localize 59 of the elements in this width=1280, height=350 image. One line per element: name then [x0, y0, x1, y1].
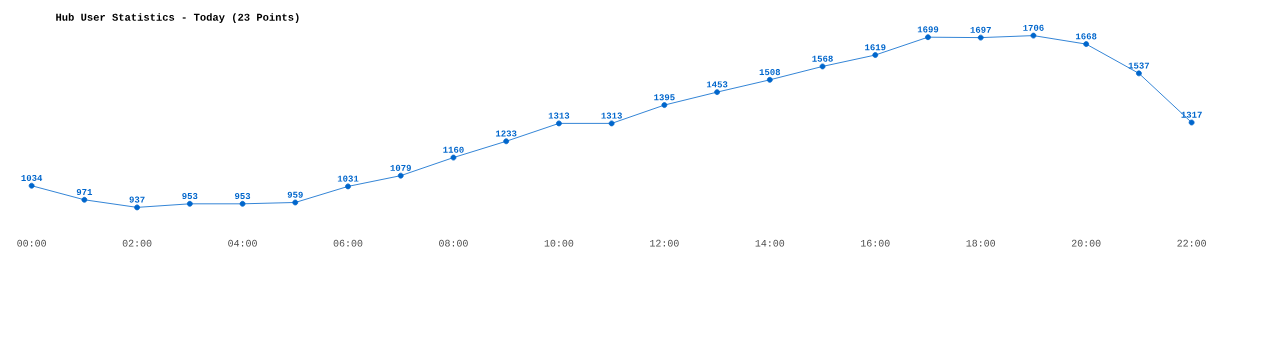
- point: [1188, 119, 1195, 126]
- point: [450, 154, 457, 161]
- point: [134, 204, 140, 211]
- point: [81, 196, 88, 203]
- x-tick-label: 10:00: [544, 239, 574, 247]
- point: [661, 102, 668, 108]
- x-tick-label: 06:00: [333, 239, 363, 247]
- x-tick-label: 14:00: [755, 239, 785, 247]
- data-label: 953: [234, 193, 251, 200]
- point: [819, 63, 826, 70]
- point: [345, 183, 351, 190]
- data-label: 1668: [1076, 33, 1097, 40]
- data-label: 1706: [1023, 24, 1044, 31]
- x-tick-label: 02:00: [122, 239, 152, 247]
- x-tick-label: 16:00: [861, 239, 890, 247]
- data-label: 1508: [759, 69, 781, 76]
- point: [766, 76, 773, 83]
- x-tick-label: 20:00: [1071, 239, 1101, 247]
- data-label: 1619: [865, 44, 886, 51]
- point: [714, 89, 720, 96]
- data-label: 1160: [443, 146, 464, 153]
- chart-title: Hub User Statistics - Today (23 Points): [56, 13, 299, 23]
- point: [872, 52, 879, 58]
- data-label: 971: [76, 188, 93, 196]
- point: [1136, 70, 1142, 77]
- point: [608, 120, 615, 127]
- point: [397, 172, 404, 179]
- data-label: 1031: [337, 175, 359, 182]
- x-tick-label: 12:00: [650, 239, 679, 247]
- x-tick-label: 04:00: [228, 239, 257, 247]
- point: [925, 34, 931, 41]
- data-label: 1233: [496, 130, 517, 137]
- data-label: 953: [182, 193, 198, 200]
- data-label: 1034: [21, 174, 43, 181]
- data-label: 1317: [1181, 111, 1202, 118]
- x-tick-label: 22:00: [1177, 239, 1206, 247]
- data-label: 1453: [706, 81, 728, 88]
- x-tick-label: 08:00: [439, 239, 468, 247]
- point: [292, 199, 299, 206]
- data-label: 1537: [1128, 62, 1150, 69]
- point: [556, 120, 562, 127]
- data-label: 1313: [548, 112, 570, 119]
- data-label: 959: [287, 191, 303, 198]
- point: [186, 200, 193, 207]
- x-tick-label: 18:00: [966, 239, 996, 247]
- data-label: 937: [129, 196, 145, 203]
- point: [1083, 41, 1090, 47]
- data-label: 1395: [654, 94, 675, 101]
- point: [503, 138, 510, 145]
- point: [28, 182, 35, 189]
- x-tick-label: 00:00: [17, 239, 46, 247]
- data-label: 1079: [390, 164, 411, 171]
- data-label: 1697: [970, 26, 991, 33]
- point: [1030, 32, 1037, 39]
- point: [239, 200, 246, 207]
- data-label: 1699: [917, 26, 939, 33]
- data-label: 1313: [601, 112, 622, 119]
- point: [977, 34, 984, 41]
- data-label: 1568: [812, 55, 833, 62]
